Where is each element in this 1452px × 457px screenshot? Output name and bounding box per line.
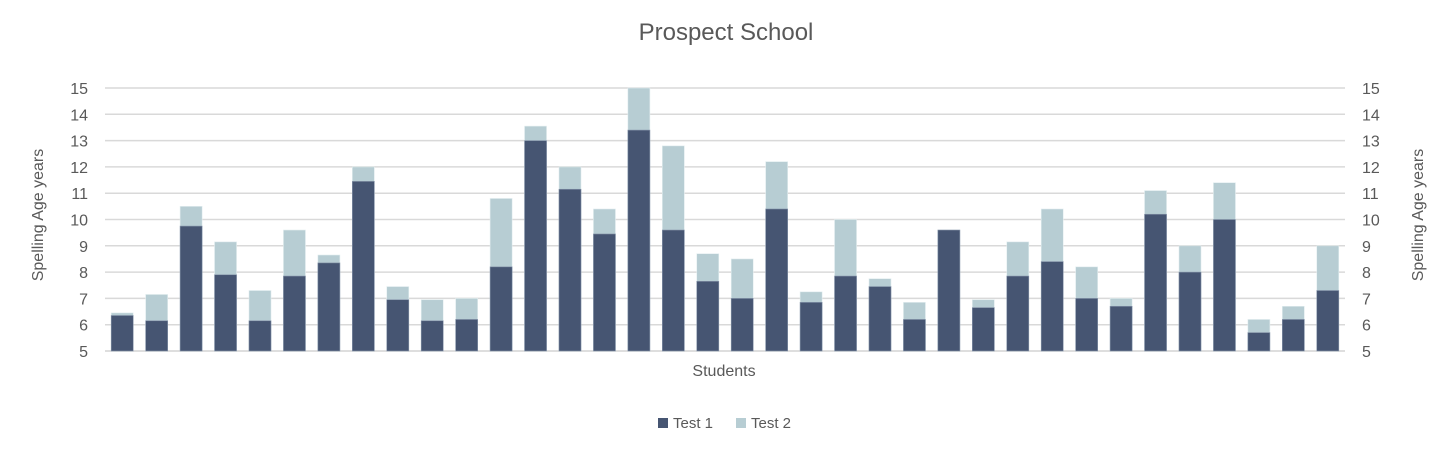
- y-tick-label-right: 9: [1362, 239, 1371, 256]
- legend-swatch-test2: [736, 418, 746, 428]
- bar-test1-student-1: [110, 315, 134, 352]
- gridlines: [105, 87, 1345, 352]
- bar-test1-student-27: [1006, 275, 1030, 352]
- y-tick-label-right: 12: [1362, 160, 1380, 177]
- bar-test1-student-24: [903, 319, 926, 352]
- bar-test1-student-29: [1075, 298, 1098, 352]
- y-axis-label-left: Spelling Age years: [30, 149, 47, 282]
- y-tick-label-left: 7: [79, 291, 88, 308]
- y-tick-label-right: 11: [1362, 186, 1379, 203]
- y-tick-label-left: 9: [79, 239, 88, 256]
- legend: Test 1 Test 2: [658, 415, 791, 432]
- y-tick-label-right: 10: [1362, 213, 1380, 230]
- y-tick-label-right: 7: [1362, 291, 1371, 308]
- y-tick-label-left: 12: [70, 160, 88, 177]
- y-axis-right-ticks: 5 6 7 8 9 10 11 12 13 14 15: [1362, 81, 1380, 361]
- bar-test1-student-13: [524, 140, 547, 352]
- bar-test1-student-28: [1040, 261, 1064, 352]
- bar-test1-student-20: [765, 208, 788, 352]
- bar-test1-student-7: [317, 262, 341, 352]
- bar-test1-student-5: [248, 320, 272, 352]
- y-tick-label-right: 8: [1362, 265, 1371, 282]
- y-tick-label-left: 5: [79, 344, 88, 361]
- bar-test1-student-15: [593, 233, 616, 352]
- bar-test1-student-16: [627, 129, 651, 352]
- bar-test1-student-6: [283, 275, 306, 352]
- bar-test1-student-33: [1213, 219, 1236, 352]
- bar-test1-student-17: [662, 229, 685, 352]
- bar-test1-student-4: [214, 274, 237, 352]
- legend-swatch-test1: [658, 418, 668, 428]
- chart-title: Prospect School: [639, 19, 814, 46]
- y-tick-label-right: 15: [1362, 81, 1380, 98]
- y-tick-label-right: 5: [1362, 344, 1371, 361]
- bar-test1-student-12: [489, 266, 513, 352]
- bar-test1-student-36: [1316, 290, 1340, 352]
- bar-test1-student-35: [1282, 319, 1305, 352]
- bar-test1-student-18: [696, 281, 720, 352]
- bar-test1-student-11: [455, 319, 478, 352]
- bar-test1-student-32: [1178, 271, 1202, 352]
- bar-test1-student-3: [179, 225, 203, 352]
- y-tick-label-left: 14: [70, 107, 88, 124]
- y-tick-label-right: 6: [1362, 318, 1371, 335]
- y-tick-label-left: 6: [79, 318, 88, 335]
- y-tick-label-right: 13: [1362, 134, 1380, 151]
- bar-test1-student-34: [1247, 332, 1271, 352]
- bar-test1-student-21: [799, 302, 823, 352]
- legend-label-test2: Test 2: [751, 415, 791, 432]
- legend-label-test1: Test 1: [673, 415, 713, 432]
- y-axis-label-right: Spelling Age years: [1410, 149, 1427, 282]
- bar-test1-student-31: [1144, 213, 1167, 352]
- y-tick-label-left: 13: [70, 134, 88, 151]
- y-tick-label-left: 15: [70, 81, 88, 98]
- bar-test1-student-23: [868, 286, 892, 352]
- bar-test1-student-30: [1109, 305, 1133, 352]
- bars: [110, 87, 1340, 352]
- bar-test1-student-26: [972, 307, 995, 352]
- bar-test1-student-22: [834, 275, 857, 352]
- y-tick-label-left: 11: [71, 186, 88, 203]
- y-tick-label-right: 14: [1362, 107, 1380, 124]
- bar-test1-student-9: [386, 299, 410, 352]
- bar-test1-student-8: [352, 181, 375, 352]
- bar-test1-student-25: [937, 229, 961, 352]
- bar-test1-student-19: [730, 298, 754, 352]
- y-tick-label-left: 8: [79, 265, 88, 282]
- x-axis-label: Students: [692, 363, 755, 380]
- bar-test1-student-10: [420, 320, 444, 352]
- bar-test1-student-14: [558, 188, 582, 352]
- y-axis-left-ticks: 5 6 7 8 9 10 11 12 13 14 15: [70, 81, 88, 361]
- bar-test1-student-2: [145, 320, 168, 352]
- y-tick-label-left: 10: [70, 213, 88, 230]
